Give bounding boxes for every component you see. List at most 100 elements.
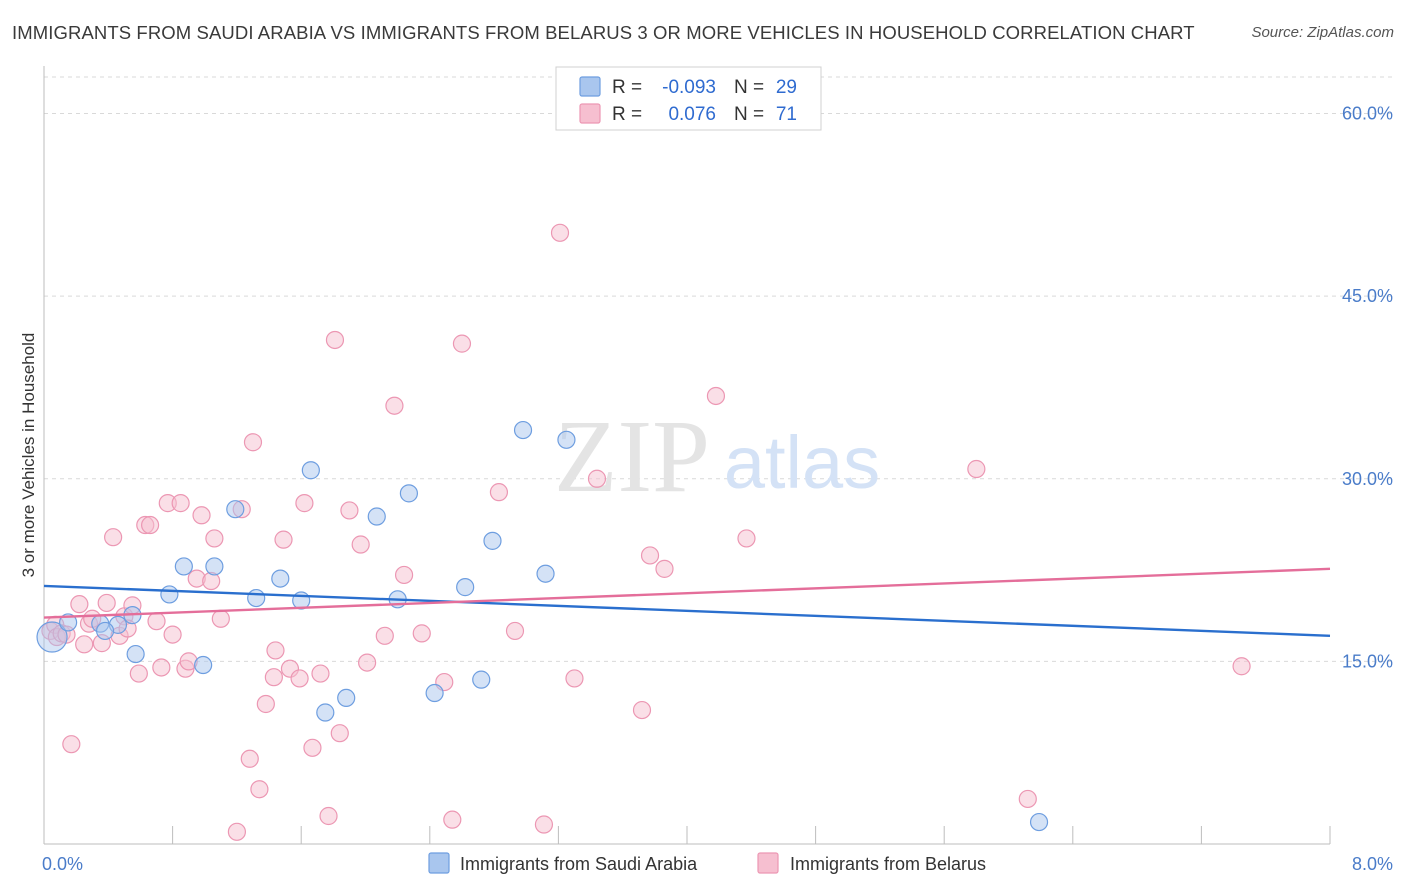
- point-belarus-50: [351, 535, 370, 554]
- point-belarus-61: [534, 815, 554, 834]
- bottom-legend-label-belarus: Immigrants from Belarus: [790, 854, 986, 874]
- y-tick-label-30: 30.0%: [1342, 469, 1393, 489]
- point-belarus-48: [330, 724, 349, 743]
- series-belarus-points: [41, 223, 1251, 841]
- point-belarus-5: [62, 735, 81, 754]
- legend-n-label-belarus: N =: [734, 104, 764, 125]
- point-saudi-22: [456, 578, 475, 597]
- point-saudi-25: [513, 420, 533, 440]
- point-belarus-62: [550, 223, 570, 242]
- point-saudi-21: [425, 683, 444, 703]
- point-belarus-11: [97, 593, 116, 613]
- point-saudi-23: [472, 670, 491, 689]
- point-saudi-26: [536, 564, 555, 583]
- point-belarus-51: [358, 653, 377, 672]
- point-saudi-27: [557, 430, 576, 449]
- y-tick-label-15: 15.0%: [1342, 651, 1393, 671]
- point-belarus-47: [325, 330, 345, 350]
- point-belarus-20: [147, 612, 166, 631]
- y-tick-label-45: 45.0%: [1342, 286, 1393, 306]
- point-saudi-20: [399, 484, 419, 503]
- point-belarus-72: [1232, 657, 1251, 676]
- y-tick-labels: 15.0% 30.0% 45.0% 60.0%: [1342, 104, 1393, 672]
- legend-n-value-saudi: 29: [776, 77, 797, 98]
- watermark-zip: ZIP: [554, 399, 710, 514]
- point-belarus-17: [129, 664, 148, 683]
- point-belarus-23: [163, 625, 182, 644]
- legend-n-label-saudi: N =: [734, 77, 764, 98]
- point-belarus-7: [75, 635, 94, 654]
- legend-swatch-saudi: [579, 76, 601, 97]
- point-belarus-38: [264, 668, 283, 687]
- series-saudi-points: [36, 420, 1049, 832]
- watermark: ZIP atlas: [554, 399, 880, 514]
- point-saudi-13: [271, 569, 290, 588]
- point-belarus-21: [152, 658, 171, 677]
- source-credit: Source: ZipAtlas.com: [1251, 24, 1394, 41]
- point-saudi-6: [126, 644, 145, 664]
- point-belarus-65: [632, 700, 652, 720]
- legend-swatch-belarus: [579, 103, 601, 124]
- point-belarus-12: [104, 528, 123, 547]
- point-belarus-52: [375, 626, 394, 645]
- point-belarus-49: [340, 501, 359, 520]
- point-belarus-53: [385, 396, 404, 415]
- trend-line-saudi: [43, 584, 1331, 638]
- point-belarus-40: [274, 530, 293, 549]
- point-belarus-67: [655, 559, 674, 578]
- point-belarus-19: [140, 515, 160, 535]
- y-axis-title: 3 or more Vehicles in Household: [19, 333, 38, 578]
- y-tick-label-60: 60.0%: [1342, 104, 1393, 124]
- point-saudi-8: [174, 557, 193, 576]
- point-saudi-18: [367, 507, 386, 526]
- point-belarus-43: [295, 494, 314, 513]
- point-saudi-4: [95, 621, 115, 641]
- point-belarus-32: [227, 822, 246, 841]
- point-saudi-9: [205, 557, 224, 576]
- point-belarus-57: [443, 810, 462, 829]
- point-belarus-55: [412, 624, 431, 643]
- point-belarus-36: [250, 780, 269, 799]
- point-belarus-63: [565, 669, 584, 688]
- point-belarus-59: [489, 483, 509, 502]
- point-belarus-46: [319, 806, 338, 826]
- point-saudi-1: [59, 613, 78, 632]
- point-saudi-11: [226, 500, 245, 519]
- axes: [43, 66, 1331, 845]
- point-belarus-64: [587, 469, 607, 488]
- point-belarus-66: [640, 546, 660, 565]
- point-saudi-7: [160, 585, 179, 604]
- legend-r-label-belarus: R =: [612, 104, 642, 125]
- point-saudi-28: [1029, 812, 1049, 832]
- point-saudi-0: [36, 621, 68, 653]
- point-belarus-60: [505, 621, 525, 641]
- x-tick-label-min: 0.0%: [42, 854, 83, 874]
- point-belarus-68: [706, 386, 726, 406]
- point-saudi-16: [316, 703, 335, 722]
- chart-title: IMMIGRANTS FROM SAUDI ARABIA VS IMMIGRAN…: [12, 22, 1195, 43]
- point-belarus-71: [1018, 789, 1037, 809]
- legend-r-value-belarus: 0.076: [668, 104, 716, 125]
- point-belarus-28: [192, 506, 211, 525]
- point-belarus-70: [967, 459, 986, 479]
- point-belarus-54: [394, 565, 414, 585]
- point-belarus-69: [737, 529, 756, 548]
- trend-line-belarus: [43, 567, 1331, 619]
- point-belarus-30: [205, 529, 224, 548]
- point-belarus-6: [70, 595, 89, 614]
- point-belarus-35: [243, 433, 263, 452]
- point-saudi-17: [337, 688, 356, 708]
- point-belarus-31: [211, 609, 230, 628]
- point-saudi-15: [301, 461, 320, 480]
- series-legend: Immigrants from Saudi Arabia Immigrants …: [428, 852, 986, 874]
- point-saudi-24: [483, 531, 502, 550]
- point-belarus-34: [240, 749, 259, 768]
- point-saudi-12: [247, 588, 266, 608]
- trend-lines: [43, 567, 1331, 638]
- stats-legend: R = -0.093 N = 29 R = 0.076 N = 71: [555, 66, 822, 131]
- watermark-atlas: atlas: [724, 421, 880, 504]
- point-belarus-42: [290, 669, 309, 688]
- bottom-legend-swatch-saudi: [428, 852, 450, 874]
- point-belarus-37: [256, 694, 275, 714]
- point-belarus-39: [266, 641, 285, 660]
